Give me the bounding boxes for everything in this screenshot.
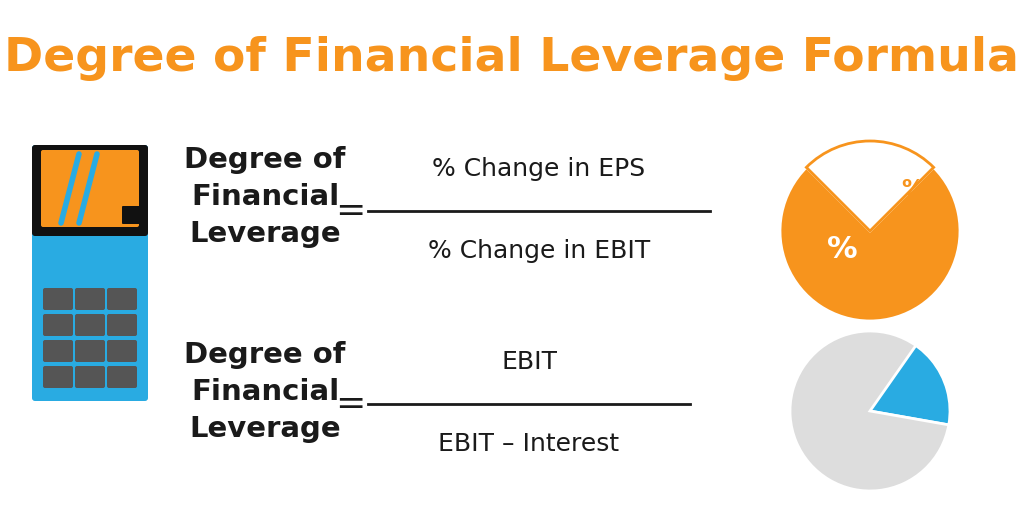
FancyBboxPatch shape	[75, 340, 105, 362]
Text: =: =	[335, 194, 366, 228]
FancyBboxPatch shape	[106, 366, 137, 388]
FancyBboxPatch shape	[32, 145, 148, 236]
FancyBboxPatch shape	[43, 288, 73, 310]
FancyBboxPatch shape	[43, 314, 73, 336]
Text: %: %	[826, 235, 857, 264]
FancyBboxPatch shape	[106, 314, 137, 336]
FancyBboxPatch shape	[122, 206, 142, 224]
FancyBboxPatch shape	[32, 145, 148, 401]
Text: EBIT: EBIT	[501, 350, 557, 374]
Text: EBIT – Interest: EBIT – Interest	[438, 432, 620, 456]
Text: %: %	[901, 179, 924, 199]
Wedge shape	[790, 331, 949, 491]
Wedge shape	[806, 141, 934, 231]
FancyBboxPatch shape	[75, 366, 105, 388]
Text: Degree of
Financial
Leverage: Degree of Financial Leverage	[184, 146, 346, 248]
FancyBboxPatch shape	[106, 288, 137, 310]
Text: =: =	[335, 387, 366, 421]
FancyBboxPatch shape	[75, 288, 105, 310]
FancyBboxPatch shape	[41, 150, 139, 227]
FancyBboxPatch shape	[43, 340, 73, 362]
Wedge shape	[792, 346, 950, 491]
Wedge shape	[870, 331, 950, 425]
FancyBboxPatch shape	[106, 340, 137, 362]
Text: % Change in EPS: % Change in EPS	[432, 157, 645, 181]
FancyBboxPatch shape	[43, 366, 73, 388]
FancyBboxPatch shape	[75, 314, 105, 336]
Text: Degree of Financial Leverage Formula: Degree of Financial Leverage Formula	[4, 36, 1020, 81]
Wedge shape	[780, 167, 959, 321]
Text: % Change in EBIT: % Change in EBIT	[428, 239, 650, 263]
Text: Degree of
Financial
Leverage: Degree of Financial Leverage	[184, 341, 346, 442]
